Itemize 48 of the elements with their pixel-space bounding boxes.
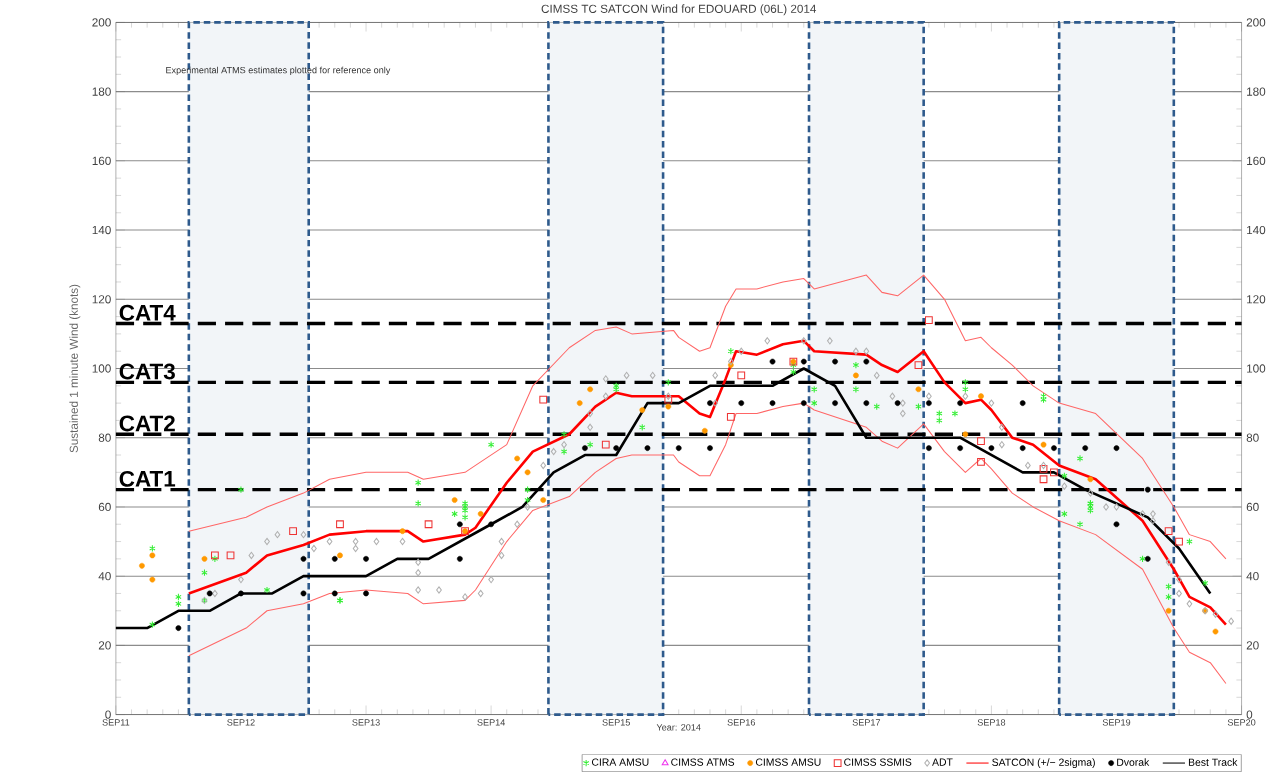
legend-label: ADT [932, 758, 953, 766]
y2-tick-label: 160 [1247, 156, 1266, 166]
y-tick-label: 200 [92, 18, 111, 27]
y-tick-label: 140 [92, 225, 111, 235]
x-tick-label: SEP15 [602, 719, 630, 726]
y-tick-label: 180 [92, 87, 111, 96]
ref-line-label: CAT4 [119, 304, 176, 321]
x-tick-label: SEP11 [102, 719, 130, 726]
y-tick-label: 20 [98, 641, 111, 650]
x-tick-label: SEP14 [477, 719, 505, 726]
y-tick-label: 60 [98, 502, 111, 512]
y2-tick-label: 200 [1246, 18, 1266, 27]
y-tick-label: 160 [92, 156, 111, 166]
y2-tick-label: 0 [1246, 710, 1253, 719]
y-tick-label: 40 [98, 572, 111, 581]
y2-tick-label: 140 [1247, 225, 1266, 235]
y2-tick-label: 180 [1247, 87, 1266, 96]
x-tick-label: SEP20 [1227, 719, 1256, 726]
legend-label: Best Track [1188, 758, 1238, 766]
x-tick-label: SEP16 [727, 719, 756, 726]
legend-label: CIMSS SSMIS [844, 758, 912, 766]
y-tick-label: 0 [105, 710, 111, 719]
y2-tick-label: 120 [1247, 295, 1266, 304]
x-tick-label: SEP18 [977, 719, 1006, 726]
y2-tick-label: 60 [1246, 502, 1259, 512]
legend-label: CIMSS ATMS [671, 758, 735, 766]
y2-tick-label: 80 [1246, 433, 1259, 442]
x-tick-label: SEP19 [1102, 719, 1131, 726]
y-axis-title: Sustained 1 minute Wind (knots) [69, 284, 81, 453]
y-tick-label: 80 [98, 433, 111, 442]
ref-line-label: CAT2 [119, 415, 175, 432]
chart-title: CIMSS TC SATCON Wind for EDOUARD (06L) 2014 [541, 4, 817, 16]
legend-label: CIMSS AMSU [755, 758, 821, 766]
ref-line-label: CAT1 [119, 470, 176, 487]
y2-tick-label: 100 [1247, 364, 1266, 373]
x-tick-label: SEP12 [227, 719, 255, 726]
legend-label: Dvorak [1117, 758, 1150, 766]
x-tick-label: SEP13 [352, 719, 380, 726]
y-tick-label: 100 [92, 364, 111, 373]
annotation: Experimental ATMS estimates plotted for reference only [166, 66, 391, 76]
y2-tick-label: 20 [1246, 641, 1259, 650]
x-axis-title: Year: 2014 [656, 724, 701, 731]
y2-tick-label: 40 [1246, 572, 1259, 581]
ref-line-label: CAT3 [119, 363, 175, 380]
legend-label: SATCON (+/− 2sigma) [992, 758, 1095, 769]
legend-label: CIRA AMSU [591, 758, 649, 766]
x-tick-label: SEP17 [852, 719, 881, 726]
y-tick-label: 120 [92, 295, 111, 304]
